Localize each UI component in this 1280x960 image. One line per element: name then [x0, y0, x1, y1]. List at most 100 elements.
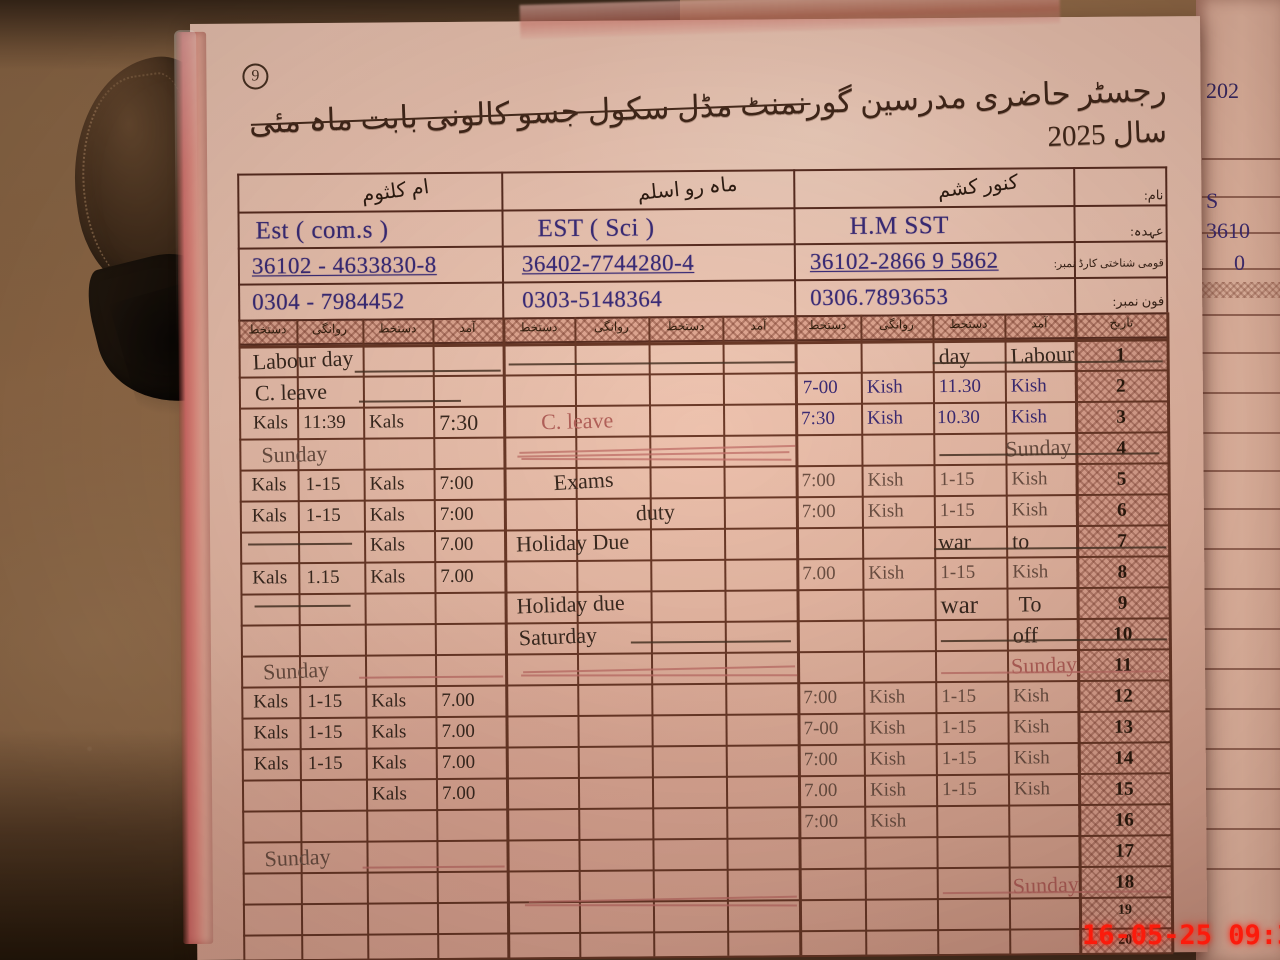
table-row-date: 6 [1117, 499, 1127, 521]
plastic-cover-gloss [174, 29, 199, 391]
cell-t3-arrival-sign: 1-15 [939, 499, 975, 522]
teacher-2-cnic: 36402-7744280-4 [521, 250, 695, 277]
cell-t3-departure-sign: 7:30 [801, 407, 835, 430]
cell-t3-departure-sign: 7:00 [801, 469, 836, 492]
cell-t1-departure: Kals [371, 752, 407, 774]
cell-t1-departure-sign: 7:00 [439, 503, 474, 526]
cell-t3-departure-sign: 7-00 [802, 376, 838, 399]
table-row-date: 9 [1117, 592, 1128, 614]
cell-t1-departure: Kals [371, 783, 407, 805]
colhdr-t1-arrival-sign: دستخط [378, 321, 417, 336]
cell-t1-arrival-sign: 1.15 [306, 566, 340, 589]
cell-t1-arrival: Kals [253, 691, 289, 713]
cell-t1-arrival: Kals [251, 505, 287, 527]
cell-t1-arrival: Labour day [252, 345, 354, 375]
teacher-1-cnic: 36102 - 4633830-8 [251, 252, 437, 279]
cell-t1-departure: Kals [369, 473, 405, 495]
cell-t1-departure-sign: 7:30 [439, 409, 479, 436]
cell-t2-note: Holiday due [516, 589, 626, 619]
cell-t1-arrival: Kals [253, 722, 289, 744]
cell-t1-arrival-sign: 1-15 [307, 690, 343, 713]
cell-t3-arrival-sign: war [940, 591, 979, 620]
cell-t1-departure: Kals [370, 566, 406, 588]
cell-t3-arrival: to [1011, 528, 1030, 554]
cell-t2-note: Exams [552, 466, 615, 496]
cell-t3-departure-sign: 7:00 [801, 500, 836, 523]
cell-t1-departure-sign: 7.00 [441, 689, 475, 712]
table-row-date: 2 [1116, 375, 1126, 397]
table-row-date: 19 [1117, 902, 1133, 918]
cell-t1-departure-sign: 7.00 [441, 751, 476, 774]
cell-t3-departure: Kish [869, 779, 907, 801]
cell-t1-arrival-sign: 11:39 [303, 411, 346, 434]
table-row-date: 10 [1113, 623, 1133, 645]
cell-t1-arrival: Kals [252, 567, 288, 589]
cell-t3-arrival: Kish [1012, 561, 1049, 583]
table-row-date: 12 [1113, 685, 1133, 707]
cell-t3-departure: Kish [867, 500, 904, 522]
cell-t2-note: Holiday Due [515, 528, 630, 557]
colhdr-t2-arrival-sign: دستخط [666, 318, 705, 334]
colhdr-t1-departure: روانگی [311, 321, 347, 337]
cell-t3-arrival: Sunday [1012, 871, 1080, 899]
cell-t3-arrival-sign: 1-15 [940, 561, 976, 584]
cell-t3-departure: Kish [866, 376, 903, 398]
teacher-3-cnic: 36102-2866 9 5862 [809, 247, 999, 275]
cell-t3-arrival-sign: 10.30 [937, 406, 980, 429]
cell-t3-arrival: Kish [1011, 406, 1048, 428]
cell-t3-departure-sign: 7-00 [803, 717, 839, 740]
cell-t3-arrival-sign: day [938, 342, 971, 370]
colhdr-t2-departure-sign: دستخط [519, 320, 558, 335]
cell-t3-departure-sign: 7.00 [802, 562, 836, 585]
teacher-1-phone: 0304 - 7984452 [252, 288, 405, 315]
cell-t3-arrival: Labour [1010, 340, 1075, 369]
facing-page-text-4: 0 [1234, 250, 1245, 275]
table-row-date: 5 [1116, 468, 1127, 490]
cell-t3-departure: Kish [867, 407, 904, 429]
cell-t1-departure-sign: 7.00 [441, 720, 475, 743]
cell-t3-arrival: Sunday [1010, 651, 1078, 679]
table-row-date: 16 [1114, 809, 1134, 831]
cell-t1-arrival: Kals [253, 753, 289, 775]
cell-t1-arrival: Kals [253, 412, 289, 434]
cell-t3-arrival-sign: 1-15 [941, 747, 977, 770]
cell-t2-note: C. leave [540, 407, 614, 435]
cell-t3-arrival: To [1018, 591, 1042, 617]
camera-timestamp: 16-05-25 09:33 [1082, 920, 1280, 951]
cell-t3-arrival: Kish [1010, 375, 1047, 397]
cell-t1-arrival-sign: 1-15 [305, 473, 341, 496]
label-phone: فون نمبر: [1112, 293, 1165, 309]
cell-t1-departure: Kals [371, 721, 407, 743]
cell-t3-arrival-sign: 1-15 [941, 778, 977, 801]
table-row-date: 7 [1117, 530, 1127, 552]
cell-t3-departure-sign: 7:00 [804, 810, 839, 833]
cell-t1-departure: Kals [371, 690, 407, 712]
cell-t3-departure-sign: 7:00 [803, 748, 838, 771]
table-row-date: 4 [1116, 437, 1127, 459]
cell-t1-departure-sign: 7:00 [439, 472, 474, 495]
table-row-date: 11 [1113, 654, 1133, 676]
cell-t1-arrival: Kals [251, 474, 287, 496]
cell-t3-arrival: Kish [1011, 499, 1048, 521]
colhdr-t2-arrival: آمد [750, 318, 767, 333]
cell-t3-arrival-sign: 11.30 [938, 375, 981, 398]
colhdr-t3-arrival-sign: دستخط [949, 316, 988, 332]
cell-t1-arrival: C. leave [254, 378, 328, 406]
cell-t3-departure-sign: 7:00 [803, 686, 838, 709]
facing-page-text-1: 202 [1206, 78, 1239, 103]
cell-t3-departure: Kish [869, 686, 906, 708]
colhdr-date: تاریخ [1109, 315, 1134, 330]
cell-t1-arrival: Sunday [262, 656, 330, 685]
cell-t3-arrival-sign: 1-15 [939, 468, 975, 491]
facing-page-text-2: S [1206, 188, 1219, 213]
teacher-3-phone: 0306.7893653 [810, 284, 949, 311]
table-row-date: 8 [1117, 561, 1128, 583]
register-title: رجسٹر حاضری مدرسین گورنمنٹ مڈل سکول جسو … [236, 72, 1167, 171]
label-name: نام: [1144, 187, 1164, 203]
cell-t1-departure: Kals [369, 504, 405, 526]
cell-t3-arrival: Kish [1013, 685, 1050, 707]
label-cnic: قومی شناختی کارڈ نمبر: [1053, 257, 1164, 271]
cell-t2-note: Saturday [518, 622, 598, 651]
cell-t3-departure: Kish [868, 562, 905, 584]
cell-t3-war-note: war [937, 528, 972, 555]
